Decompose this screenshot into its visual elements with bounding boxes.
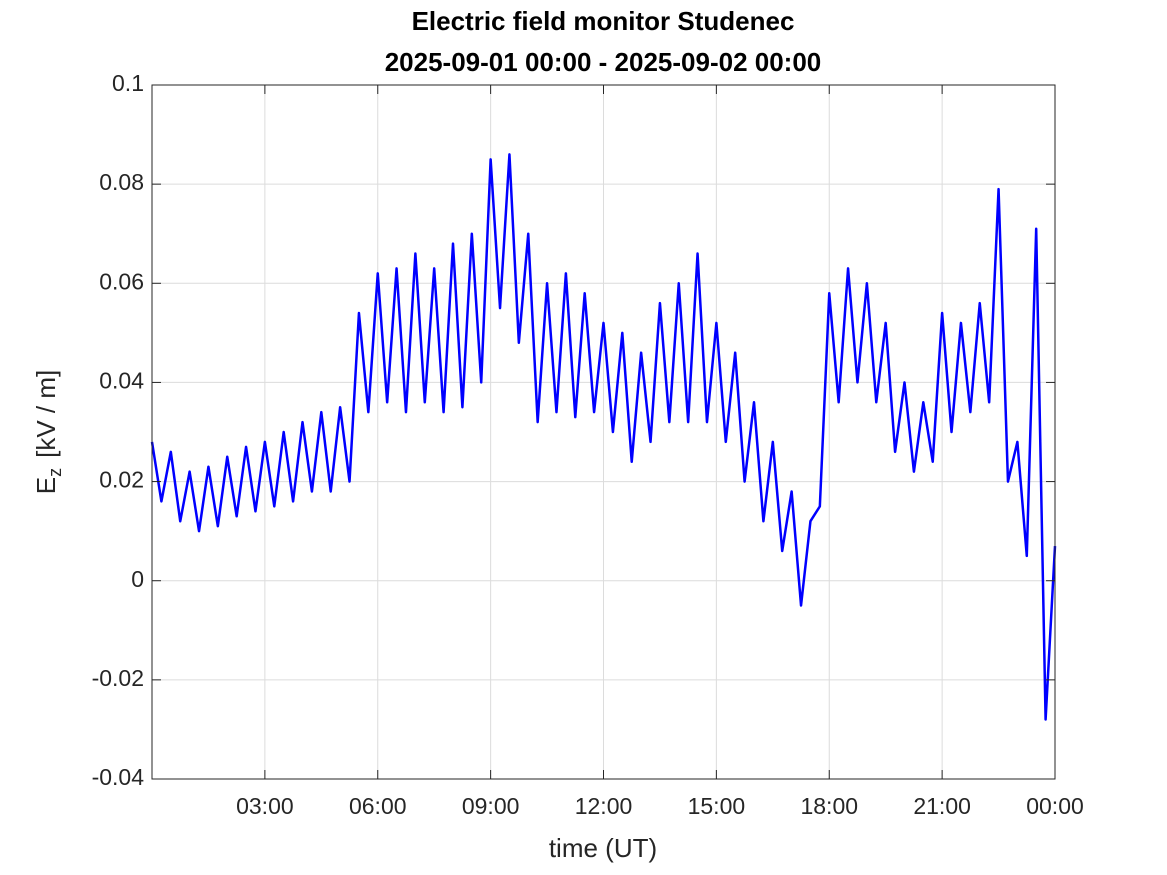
data-line — [150, 153, 1057, 721]
y-tick-label: 0.02 — [99, 467, 144, 493]
y-label-sub: z — [45, 468, 65, 477]
x-tick-label: 09:00 — [462, 793, 520, 819]
y-tick-label: 0 — [131, 566, 144, 592]
y-tick-label: 0.1 — [112, 70, 144, 96]
x-tick-label: 03:00 — [236, 793, 294, 819]
x-tick-label: 18:00 — [800, 793, 858, 819]
x-tick-label: 12:00 — [575, 793, 633, 819]
x-tick-label: 06:00 — [349, 793, 407, 819]
x-tick-label: 15:00 — [688, 793, 746, 819]
x-tick-label: 21:00 — [913, 793, 971, 819]
x-tick-label: 00:00 — [1026, 793, 1084, 819]
y-label-unit: [kV / m] — [31, 370, 61, 458]
y-tick-label: -0.04 — [92, 764, 145, 790]
y-tick-label: -0.02 — [92, 665, 144, 691]
chart-title: Electric field monitor Studenec — [412, 6, 795, 36]
x-axis-label: time (UT) — [549, 833, 657, 863]
y-label-main: E — [31, 477, 61, 494]
y-axis-label: Ez [kV / m] — [31, 370, 65, 494]
y-tick-label: 0.06 — [99, 268, 144, 294]
y-tick-label: 0.04 — [99, 368, 144, 394]
y-tick-label: 0.08 — [99, 169, 144, 195]
chart-subtitle: 2025-09-01 00:00 - 2025-09-02 00:00 — [385, 47, 822, 77]
